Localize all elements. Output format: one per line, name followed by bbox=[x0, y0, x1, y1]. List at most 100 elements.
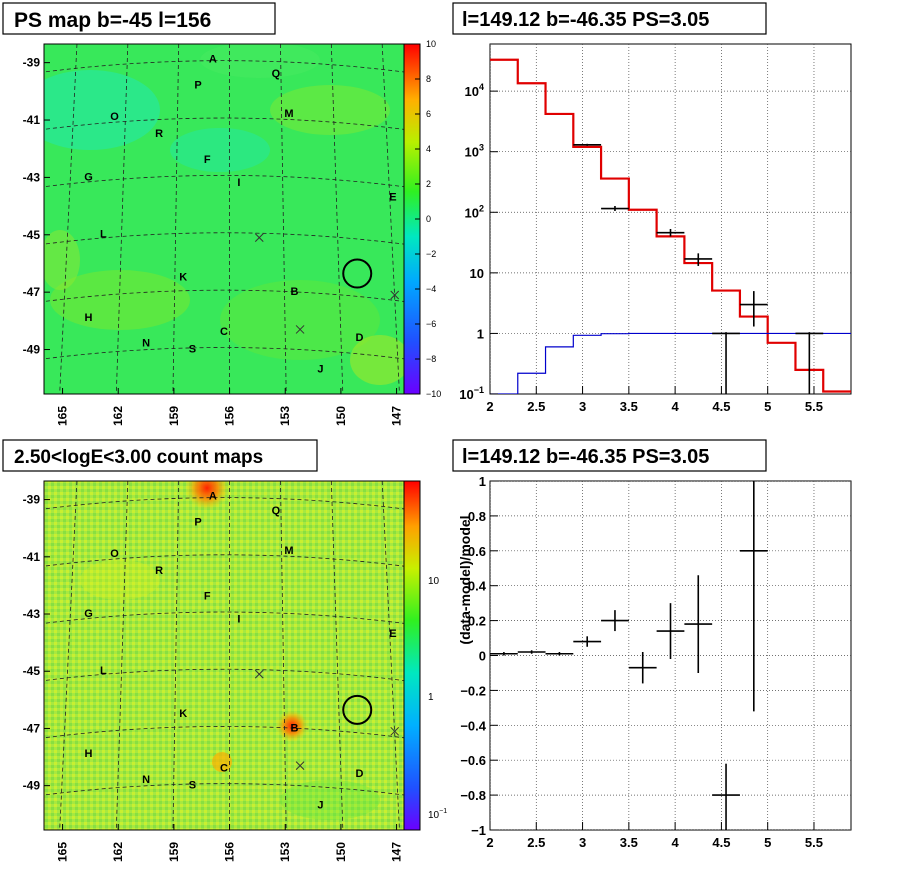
y-tick-label: −1 bbox=[471, 823, 486, 838]
parallel-line bbox=[44, 232, 404, 245]
y-tick-label: 0.8 bbox=[468, 509, 486, 524]
colorbar-tick-label: 6 bbox=[426, 109, 431, 119]
cross-marker bbox=[295, 325, 305, 334]
ps-map-title: PS map b=-45 l=156 bbox=[14, 9, 211, 32]
target-circle bbox=[342, 694, 373, 725]
residual-point bbox=[656, 603, 685, 659]
source-marker-M: M bbox=[284, 108, 293, 120]
y-tick-label: 102 bbox=[465, 203, 484, 220]
meridian-line bbox=[381, 44, 400, 394]
count-map-area bbox=[44, 481, 404, 830]
source-marker-I: I bbox=[237, 177, 240, 189]
source-marker-Q: Q bbox=[272, 505, 281, 517]
residual-point bbox=[684, 575, 713, 673]
meridian-line bbox=[172, 481, 180, 830]
y-tick-label: 0.2 bbox=[468, 614, 486, 629]
residual-panel: 2 2.5 3 3.5 4 4.5 5 5.5 1 0.8 0.6 0.4 0.2 0 −0.2 −0.4 −… bbox=[452, 439, 852, 850]
parallel-line bbox=[44, 783, 404, 796]
x-tick-label: 162 bbox=[111, 842, 125, 862]
colorbar-tick-label: 10 bbox=[426, 39, 436, 49]
residual-point bbox=[601, 610, 629, 632]
y-tick-label: 0 bbox=[479, 649, 486, 664]
source-marker-K: K bbox=[179, 272, 187, 284]
y-tick-label: -47 bbox=[23, 721, 41, 735]
data-point bbox=[656, 228, 685, 237]
spectrum-x-ticks: 2 2.5 3 3.5 4 4.5 5 5.5 bbox=[486, 386, 823, 414]
x-tick-label: 2.5 bbox=[527, 399, 545, 414]
parallel-line bbox=[44, 289, 404, 302]
residual-title: l=149.12 b=-46.35 PS=3.05 bbox=[462, 446, 709, 468]
y-tick-label: -49 bbox=[23, 343, 41, 357]
data-point bbox=[573, 143, 602, 146]
source-marker-L: L bbox=[100, 229, 107, 241]
meridian-line bbox=[59, 481, 78, 830]
x-tick-label: 2 bbox=[486, 835, 493, 850]
y-tick-label: 1 bbox=[477, 326, 484, 341]
source-marker-D: D bbox=[355, 768, 363, 780]
residual-grid bbox=[490, 481, 851, 830]
data-point bbox=[739, 291, 768, 327]
x-tick-label: 165 bbox=[56, 842, 70, 862]
y-tick-label: -41 bbox=[23, 113, 41, 127]
x-tick-label: 5.5 bbox=[805, 835, 823, 850]
cross-marker bbox=[295, 761, 305, 770]
colorbar-tick-label: 0 bbox=[426, 214, 431, 224]
x-tick-label: 162 bbox=[111, 406, 125, 426]
ps-map-y-ticks: -39 -41 -43 -45 -47 -49 bbox=[23, 56, 50, 357]
y-tick-label: -39 bbox=[23, 56, 41, 70]
source-marker-B: B bbox=[291, 286, 299, 298]
source-marker-F: F bbox=[204, 591, 211, 603]
x-tick-label: 4.5 bbox=[712, 835, 730, 850]
x-tick-label: 156 bbox=[223, 406, 237, 426]
meridian-line bbox=[115, 44, 129, 394]
y-tick-label: -49 bbox=[23, 779, 41, 793]
residual-point bbox=[490, 652, 518, 656]
source-marker-H: H bbox=[85, 748, 93, 760]
x-tick-label: 2 bbox=[486, 399, 493, 414]
parallel-line bbox=[44, 497, 404, 510]
y-tick-label: 1 bbox=[479, 474, 486, 489]
source-marker-R: R bbox=[155, 565, 163, 577]
x-tick-label: 147 bbox=[390, 406, 404, 426]
count-colorbar bbox=[403, 480, 421, 831]
x-tick-label: 150 bbox=[334, 842, 348, 862]
meridian-line bbox=[280, 44, 287, 394]
y-tick-label: -39 bbox=[23, 493, 41, 507]
x-tick-label: 4 bbox=[672, 399, 680, 414]
y-tick-label: -45 bbox=[23, 228, 41, 242]
y-tick-label: 10 bbox=[470, 266, 484, 281]
x-tick-label: 159 bbox=[167, 406, 181, 426]
x-tick-label: 3.5 bbox=[620, 835, 638, 850]
count-map-y-ticks: -39 -41 -43 -45 -47 -49 bbox=[23, 493, 50, 793]
data-point bbox=[684, 253, 713, 266]
y-tick-label: 0.6 bbox=[468, 544, 486, 559]
x-tick-label: 3 bbox=[579, 399, 586, 414]
colorbar-tick-label: 2 bbox=[426, 179, 431, 189]
source-marker-C: C bbox=[220, 762, 228, 774]
source-marker-K: K bbox=[179, 708, 187, 720]
cross-marker bbox=[390, 726, 400, 736]
residual-point bbox=[739, 481, 768, 712]
source-marker-A: A bbox=[209, 491, 217, 503]
y-tick-label: -41 bbox=[23, 550, 41, 564]
y-tick-label: -47 bbox=[23, 285, 41, 299]
x-tick-label: 5.5 bbox=[805, 399, 823, 414]
source-marker-J: J bbox=[317, 363, 323, 375]
cross-marker bbox=[254, 233, 264, 243]
count-map-markers: A Q P O M R F I G E L K B H C D N S J bbox=[84, 491, 400, 812]
x-tick-label: 3.5 bbox=[620, 399, 638, 414]
ps-map-x-ticks: 165 162 159 156 153 150 147 bbox=[56, 388, 404, 426]
y-tick-label: −0.6 bbox=[460, 753, 486, 768]
residual-point bbox=[573, 636, 602, 647]
y-tick-label: −0.4 bbox=[460, 718, 486, 733]
x-tick-label: 3 bbox=[579, 835, 586, 850]
x-tick-label: 5 bbox=[764, 835, 771, 850]
target-circle bbox=[342, 258, 373, 289]
x-tick-label: 147 bbox=[390, 842, 404, 862]
residual-point bbox=[545, 652, 574, 656]
count-colorbar-tick-0.1: 10−1 bbox=[428, 808, 447, 821]
ps-map-panel: A Q P O M R F I G E L K B H C D N S J 10 8 6 4 2 0 −2 −4 −6 −8 −10 1… bbox=[2, 2, 441, 426]
count-colorbar-tick-10: 10 bbox=[428, 576, 440, 587]
